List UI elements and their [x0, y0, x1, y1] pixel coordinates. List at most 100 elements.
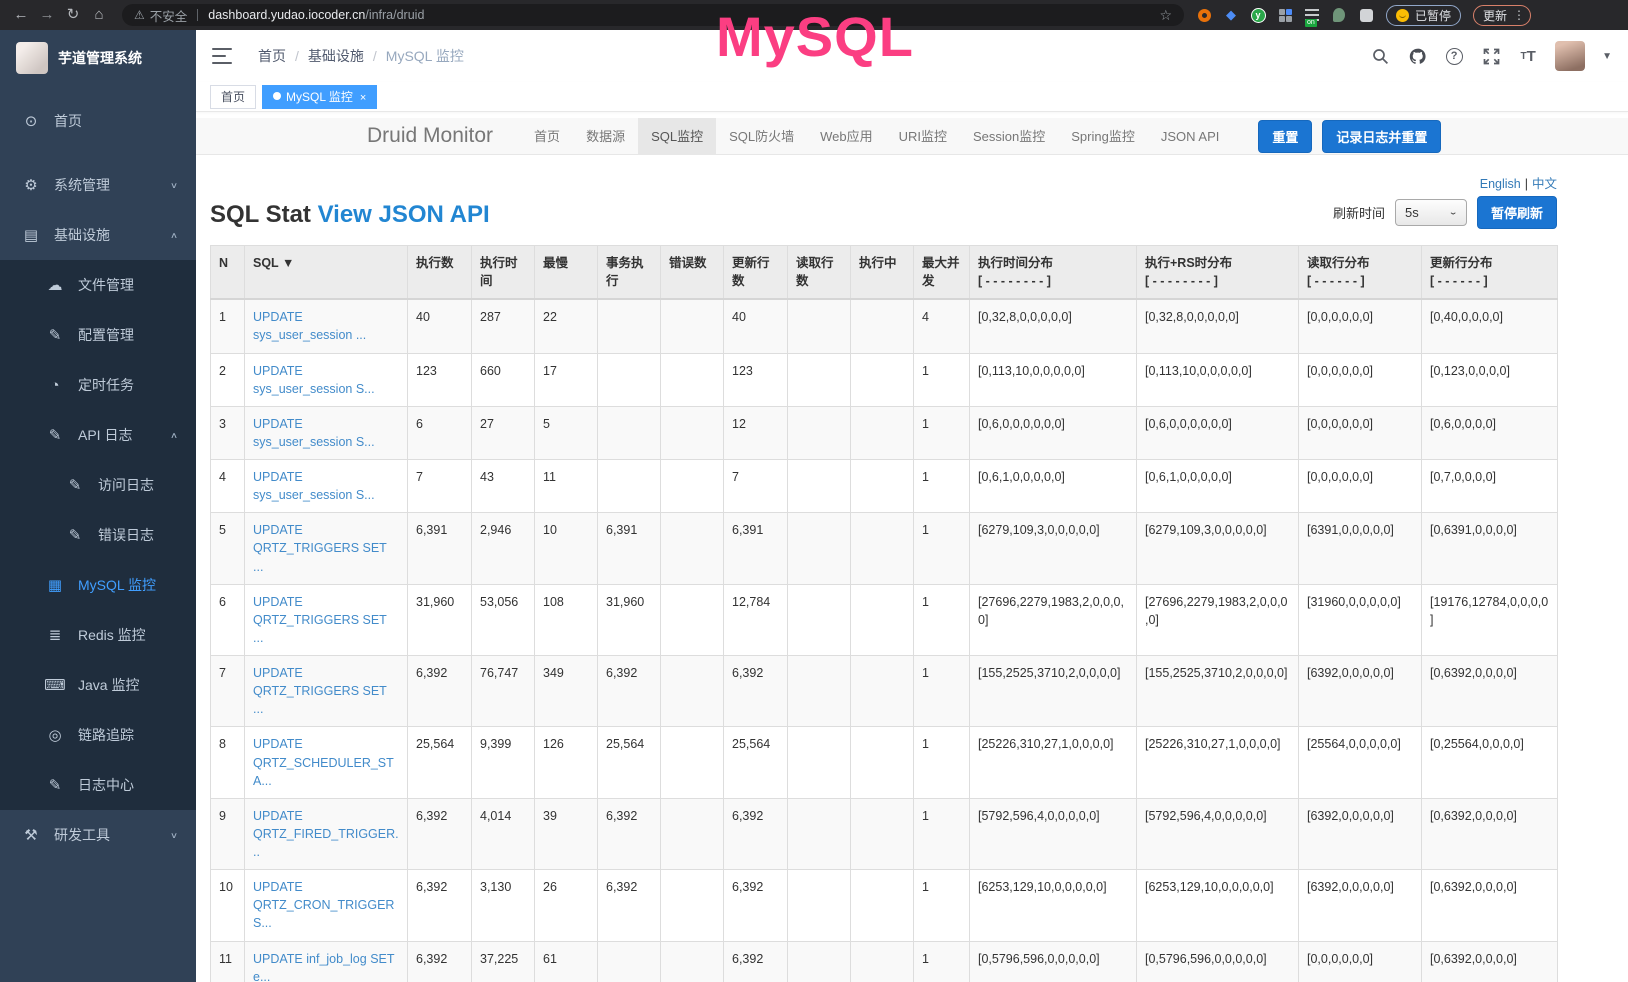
sidebar-item-system-management[interactable]: ⚙ 系统管理 ∨: [0, 160, 196, 210]
tab-active[interactable]: MySQL 监控 ×: [262, 84, 378, 109]
column-header[interactable]: 更新行分布 [ - - - - - - ]: [1421, 245, 1558, 301]
column-header[interactable]: 最慢: [534, 245, 598, 301]
sql-link[interactable]: UPDATE sys_user_session S...: [253, 416, 375, 449]
column-header[interactable]: 执行时间: [471, 245, 535, 301]
sidebar-item-label: 配置管理: [78, 327, 134, 343]
cell: 108: [534, 583, 598, 657]
druid-tab-session-monitor[interactable]: Session监控: [973, 128, 1046, 144]
sidebar-item-access-log[interactable]: ✎ 访问日志: [0, 460, 196, 510]
sql-link[interactable]: UPDATE QRTZ_TRIGGERS SET ...: [253, 523, 387, 574]
github-icon[interactable]: [1407, 46, 1427, 66]
cell: [0,6,0,0,0,0,0,0]: [1136, 405, 1299, 461]
cell: [850, 405, 914, 461]
column-header[interactable]: N: [210, 245, 245, 301]
extension-green-icon[interactable]: y: [1250, 7, 1266, 23]
sidebar-item-infrastructure[interactable]: ▤ 基础设施 ∧: [0, 210, 196, 260]
druid-tab-datasource[interactable]: 数据源: [586, 128, 626, 144]
sql-link[interactable]: UPDATE inf_job_log SET e...: [253, 951, 395, 982]
sidebar-item-log-center[interactable]: ✎ 日志中心: [0, 760, 196, 810]
column-header[interactable]: 最大并发: [913, 245, 970, 301]
sidebar-item-error-log[interactable]: ✎ 错误日志: [0, 510, 196, 560]
media-paused-chip[interactable]: 已暂停: [1386, 4, 1462, 26]
extension-donut-icon[interactable]: [1196, 7, 1212, 23]
sidebar-item-api-log[interactable]: ✎ API 日志 ∧: [0, 410, 196, 460]
log-and-reset-button[interactable]: 记录日志并重置: [1322, 119, 1442, 153]
column-header[interactable]: 错误数: [660, 245, 724, 301]
cell: [660, 869, 724, 942]
column-header[interactable]: 读取行数: [787, 245, 851, 301]
view-json-api-link[interactable]: View JSON API: [317, 201, 490, 228]
tab-page[interactable]: 首页: [210, 84, 257, 109]
sql-link[interactable]: UPDATE sys_user_session S...: [253, 363, 375, 396]
chrome-update-chip[interactable]: 更新 ⋮: [1473, 4, 1532, 26]
tag-close-icon[interactable]: ×: [359, 91, 367, 104]
browser-menu-icon[interactable]: ⋮: [1513, 8, 1526, 22]
help-icon[interactable]: ?: [1444, 46, 1464, 66]
lang-english-link[interactable]: English: [1479, 177, 1521, 191]
avatar[interactable]: [1555, 41, 1586, 71]
column-header[interactable]: 更新行数: [723, 245, 788, 301]
sidebar-item-mysql-monitor[interactable]: ▦ MySQL 监控: [0, 560, 196, 610]
fullscreen-icon[interactable]: [1481, 46, 1501, 66]
cell: 22: [534, 298, 598, 354]
druid-tab-uri-monitor[interactable]: URI监控: [898, 128, 947, 144]
cell: 25,564: [597, 726, 661, 799]
reload-icon[interactable]: ↻: [66, 6, 80, 23]
extension-gem-icon[interactable]: ◆: [1226, 7, 1236, 22]
sql-link[interactable]: UPDATE QRTZ_TRIGGERS SET ...: [253, 666, 387, 717]
bookmark-star-icon[interactable]: ☆: [1159, 6, 1172, 23]
sidebar-item-dev-tools[interactable]: ⚒ 研发工具 ∨: [0, 810, 196, 860]
column-header[interactable]: 执行中: [850, 245, 914, 301]
extension-list-icon[interactable]: on: [1304, 7, 1320, 27]
sql-link[interactable]: UPDATE QRTZ_CRON_TRIGGERS...: [253, 880, 395, 931]
sidebar-item-file-management[interactable]: ☁ 文件管理: [0, 260, 196, 310]
extension-leaf-icon[interactable]: [1331, 7, 1347, 23]
druid-tab-home[interactable]: 首页: [534, 128, 561, 144]
hamburger-icon[interactable]: [212, 48, 232, 64]
druid-brand[interactable]: Druid Monitor: [367, 124, 494, 147]
cell: [787, 298, 851, 354]
lang-chinese-link[interactable]: 中文: [1531, 177, 1557, 191]
column-header[interactable]: SQL ▼: [244, 245, 408, 301]
breadcrumb-item[interactable]: 基础设施: [307, 48, 364, 64]
breadcrumb-item[interactable]: 首页: [258, 48, 286, 64]
back-icon[interactable]: ←: [13, 6, 29, 23]
column-header[interactable]: 执行+RS时分布 [ - - - - - - - - ]: [1136, 245, 1299, 301]
pause-refresh-button[interactable]: 暂停刷新: [1476, 196, 1557, 229]
sidebar-item-java-monitor[interactable]: ⌨ Java 监控: [0, 660, 196, 710]
avatar-caret-icon[interactable]: ▼: [1602, 50, 1612, 62]
sql-link[interactable]: UPDATE sys_user_session ...: [253, 310, 367, 343]
cell: 1: [913, 512, 970, 585]
sidebar-menu: ⊙ 首页 ⚙ 系统管理 ∨ ▤ 基础设施 ∧ ☁ 文件管理 ✎ 配置管理 ◔ 定时任务 ✎ API 日志 ∧ ✎ 访…: [0, 96, 196, 860]
column-header[interactable]: 读取行分布 [ - - - - - - ]: [1298, 245, 1422, 301]
column-header[interactable]: 执行数: [407, 245, 472, 301]
column-header[interactable]: 执行时间分布 [ - - - - - - - - ]: [969, 245, 1137, 301]
table-row: 6 UPDATE QRTZ_TRIGGERS SET ... 31,960 53,05…: [210, 583, 1558, 657]
column-header[interactable]: 事务执行: [597, 245, 661, 301]
druid-tab-json-api[interactable]: JSON API: [1160, 128, 1220, 144]
sidebar-item-scheduled-tasks[interactable]: ◔ 定时任务: [0, 360, 196, 410]
sql-link[interactable]: UPDATE QRTZ_FIRED_TRIGGER...: [253, 808, 399, 859]
reset-button[interactable]: 重置: [1258, 119, 1313, 153]
druid-tab-web-app[interactable]: Web应用: [820, 128, 873, 144]
extensions-puzzle-icon[interactable]: [1358, 7, 1374, 23]
sql-link[interactable]: UPDATE sys_user_session S...: [253, 470, 375, 503]
cell: [850, 797, 914, 871]
druid-tab-spring-monitor[interactable]: Spring监控: [1071, 128, 1135, 144]
sidebar-item-config-management[interactable]: ✎ 配置管理: [0, 310, 196, 360]
sidebar-item-redis-monitor[interactable]: ≣ Redis 监控: [0, 610, 196, 660]
address-bar[interactable]: ⚠ 不安全 dashboard.yudao.iocoder.cn/infra/d…: [122, 4, 1184, 26]
search-icon[interactable]: [1370, 46, 1390, 66]
sidebar-item-trace[interactable]: ◎ 链路追踪: [0, 710, 196, 760]
sidebar-item-home[interactable]: ⊙ 首页: [0, 96, 196, 146]
refresh-interval-select[interactable]: 5s ⌄: [1394, 199, 1467, 226]
druid-tab-sql-firewall[interactable]: SQL防火墙: [729, 128, 795, 144]
sql-link[interactable]: UPDATE QRTZ_TRIGGERS SET ...: [253, 594, 387, 645]
sql-link[interactable]: UPDATE QRTZ_SCHEDULER_STA...: [253, 737, 394, 788]
forward-icon[interactable]: →: [39, 6, 55, 23]
extension-grid-icon[interactable]: [1277, 7, 1293, 23]
druid-tab-sql-monitor[interactable]: SQL监控: [638, 117, 717, 155]
home-icon[interactable]: ⌂: [94, 6, 104, 23]
